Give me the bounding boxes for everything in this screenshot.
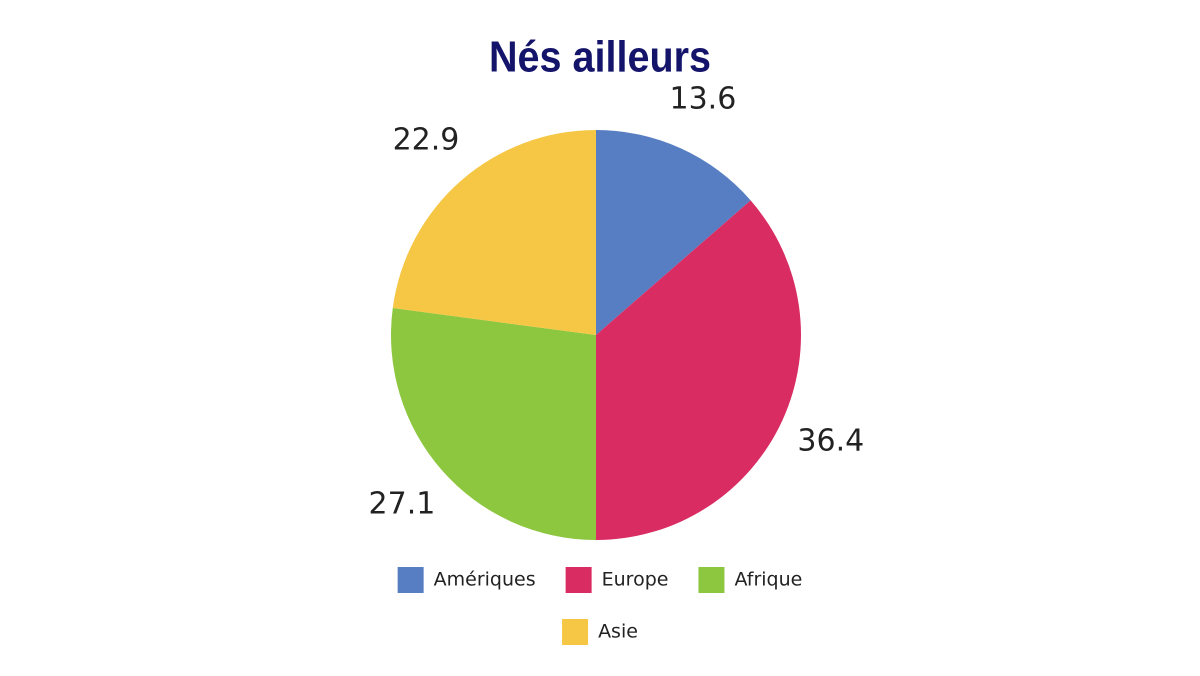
legend-swatch bbox=[562, 619, 589, 645]
legend-swatch bbox=[698, 567, 725, 593]
legend-swatch bbox=[565, 567, 592, 593]
pie-slice bbox=[596, 130, 751, 335]
legend-label: Asie bbox=[598, 621, 638, 643]
legend-swatch bbox=[397, 567, 424, 593]
pie-slice bbox=[392, 130, 596, 335]
legend-label: Europe bbox=[602, 569, 669, 591]
legend-label: Amériques bbox=[434, 569, 536, 591]
value-label: 27.1 bbox=[369, 487, 436, 522]
legend-label: Afrique bbox=[734, 569, 802, 591]
value-label: 13.6 bbox=[670, 82, 737, 117]
value-label: 36.4 bbox=[797, 423, 864, 458]
pie-slice bbox=[390, 308, 596, 540]
value-label: 22.9 bbox=[393, 122, 460, 157]
chart-title: Nés ailleurs bbox=[489, 33, 711, 82]
pie-slice bbox=[596, 200, 801, 541]
